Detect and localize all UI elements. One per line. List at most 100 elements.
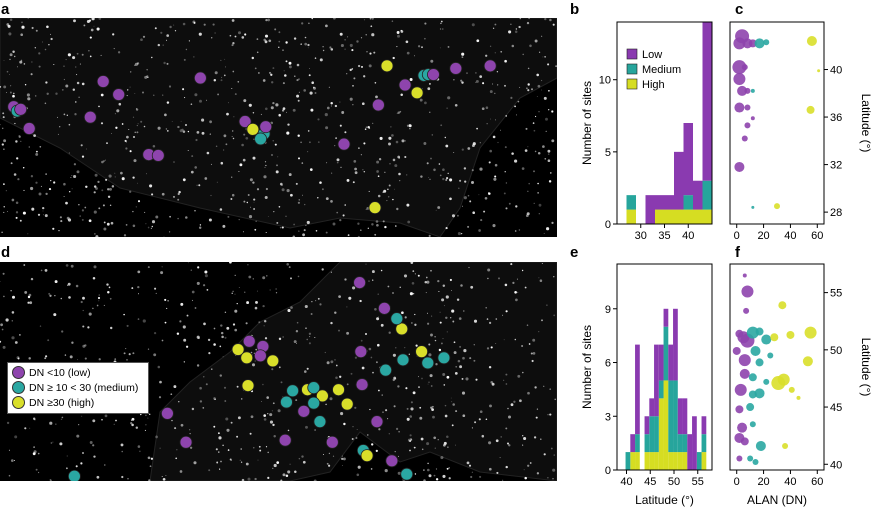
bar-high — [701, 452, 707, 470]
map-site-medium — [254, 132, 267, 146]
scatter-point-high — [774, 203, 780, 210]
scatter-point-low — [741, 285, 754, 298]
map-site-low — [337, 137, 351, 151]
panel-letter-c: c — [735, 1, 744, 18]
bar-medium — [663, 326, 669, 381]
bar-medium — [682, 434, 688, 453]
usa-night-map — [0, 18, 557, 237]
map-site-high — [240, 351, 254, 365]
bar-high — [644, 452, 650, 470]
scatter-point-medium — [755, 358, 764, 367]
x-tick-label: 40 — [784, 230, 796, 242]
legend-swatch-medium — [626, 63, 638, 75]
legend-swatch-low — [12, 366, 25, 379]
bar-medium — [677, 434, 683, 453]
map-site-low — [355, 378, 369, 391]
bar-high — [649, 452, 655, 470]
scatter-point-low — [736, 455, 743, 462]
y-tick-label: 3 — [605, 411, 611, 423]
scatter-point-high — [782, 442, 789, 449]
bar-low — [655, 195, 665, 210]
plot-frame — [616, 263, 713, 471]
map-site-high — [266, 354, 280, 368]
scatter-point-low — [744, 87, 751, 94]
map-site-medium — [421, 356, 435, 370]
scatter-point-medium — [755, 327, 764, 336]
bar-medium — [702, 180, 712, 210]
legend-swatch-medium — [12, 381, 25, 394]
bar-low — [674, 151, 684, 210]
map-site-medium — [437, 351, 451, 365]
bar-medium — [701, 434, 707, 453]
x-tick-label: 40 — [682, 230, 694, 242]
map-site-low — [371, 98, 385, 112]
x-tick-label: 50 — [668, 476, 680, 488]
bar-low — [663, 308, 669, 327]
scatter-point-low — [750, 116, 755, 121]
x-tick-label: 45 — [644, 476, 656, 488]
scatter-point-high — [817, 69, 821, 73]
map-site-medium — [286, 384, 300, 398]
bar-low — [677, 398, 683, 435]
map-site-high — [340, 397, 354, 411]
y-axis-label: Latitude (°) — [859, 338, 873, 397]
scatter-point-medium — [763, 39, 770, 46]
scatter-point-high — [786, 330, 795, 339]
map-site-high — [332, 383, 345, 397]
bar-medium — [654, 416, 659, 453]
scatter-point-high — [804, 326, 817, 339]
plot-frame — [729, 263, 825, 471]
usa-map-plot — [0, 18, 557, 237]
map-site-low — [398, 78, 412, 92]
map-site-low — [151, 149, 165, 162]
scatter-point-low — [743, 307, 750, 314]
bar-low — [649, 398, 655, 417]
scatter-point-medium — [751, 205, 755, 209]
scatter-point-medium — [746, 403, 755, 412]
scatter-point-medium — [763, 378, 770, 385]
map-legend-row-high: DN ≥30 (high) — [12, 396, 94, 409]
map-site-medium — [390, 312, 404, 326]
scatter-point-medium — [754, 388, 765, 399]
plot-frame — [729, 21, 825, 225]
scatter-point-medium — [746, 326, 759, 339]
x-tick-label: 20 — [757, 476, 769, 488]
scatter-point-low — [740, 437, 749, 446]
y-tick-label: 9 — [605, 304, 611, 316]
scatter-point-low — [734, 383, 747, 396]
bar-medium — [649, 416, 655, 453]
x-tick-label: 20 — [757, 230, 769, 242]
bar-low — [693, 180, 703, 210]
bar-medium — [625, 452, 631, 470]
scatter-point-low — [741, 64, 748, 71]
map-site-low — [385, 454, 399, 468]
scatter-point-low — [738, 354, 751, 367]
map-legend-label-medium: DN ≥ 10 < 30 (medium) — [29, 381, 139, 394]
map-site-low — [325, 435, 339, 449]
bar-high — [702, 209, 712, 224]
x-tick-label: 30 — [635, 230, 647, 242]
map-site-medium — [307, 396, 321, 410]
bar-high — [693, 209, 703, 224]
bar-low — [630, 434, 636, 453]
map-site-high — [415, 345, 429, 359]
bar-high — [677, 452, 683, 470]
bar-high — [626, 209, 636, 224]
x-axis-label: Latitude (°) — [635, 493, 694, 507]
scatter-point-high — [788, 386, 795, 393]
scatter-point-low — [732, 60, 747, 75]
y-tick-label: 40 — [830, 459, 842, 471]
map-legend-row-low: DN <10 (low) — [12, 366, 91, 379]
scatter-point-high — [802, 356, 813, 367]
bar-low — [692, 416, 697, 470]
scatter-point-low — [733, 73, 746, 86]
legend-label-low: Low — [642, 49, 662, 61]
map-legend-label-high: DN ≥30 (high) — [29, 396, 95, 409]
legend-swatch-low — [626, 48, 638, 60]
scatter-point-low — [744, 104, 751, 111]
map-site-high — [241, 379, 255, 392]
scatter-point-low — [734, 161, 745, 172]
map-site-low — [449, 62, 463, 75]
map-site-low — [353, 276, 367, 290]
panel-letter-a: a — [1, 1, 10, 18]
